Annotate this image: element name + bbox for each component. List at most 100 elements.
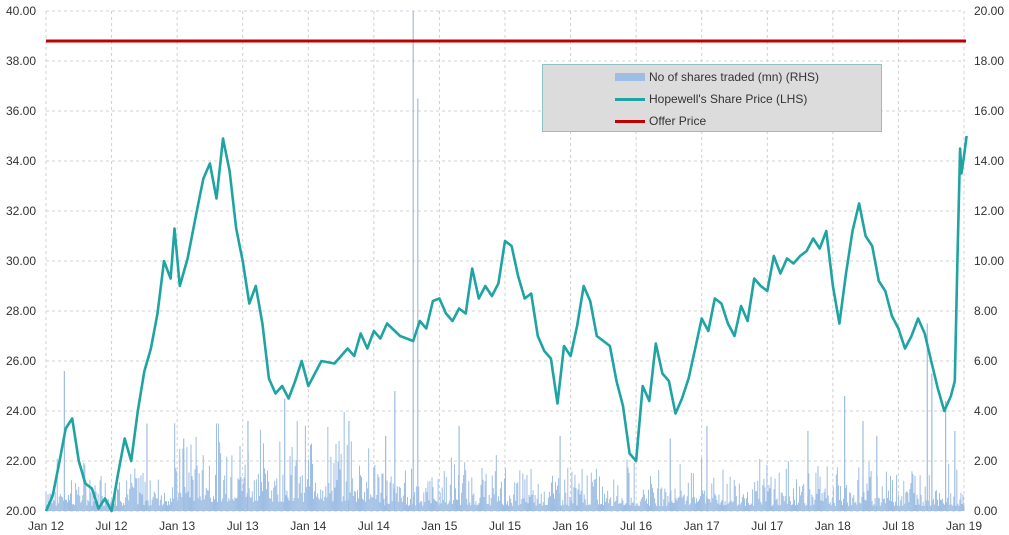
volume-bar	[259, 429, 261, 511]
volume-bar	[224, 475, 226, 511]
volume-bar	[55, 505, 57, 511]
volume-bar	[726, 483, 728, 511]
volume-spike	[284, 398, 286, 511]
left-tick-label: 20.00	[6, 504, 36, 518]
volume-bar	[207, 490, 209, 511]
volume-bar	[396, 486, 398, 511]
volume-bar	[364, 491, 366, 511]
volume-bar	[867, 490, 869, 511]
volume-bar	[539, 503, 541, 511]
volume-bar	[530, 468, 532, 511]
volume-bar	[599, 504, 601, 511]
volume-bar	[387, 503, 389, 511]
volume-bar	[614, 502, 616, 511]
volume-bar	[907, 492, 909, 511]
volume-bar	[463, 474, 465, 511]
volume-bar	[956, 469, 958, 511]
volume-bar	[401, 502, 403, 511]
volume-bar	[906, 491, 908, 511]
volume-bar	[731, 502, 733, 511]
volume-bar	[603, 504, 605, 511]
left-tick-label: 36.00	[6, 104, 36, 118]
volume-bar	[244, 464, 246, 511]
volume-bar	[685, 500, 687, 511]
volume-bar	[289, 456, 291, 511]
volume-bar	[202, 455, 204, 511]
volume-bar	[896, 474, 898, 511]
volume-bar	[441, 487, 443, 511]
volume-bar	[736, 505, 738, 511]
x-tick-label: Jan 18	[815, 519, 851, 533]
volume-bar	[951, 504, 953, 511]
volume-bar	[471, 477, 473, 511]
right-tick-label: 8.00	[974, 304, 998, 318]
volume-bar	[467, 504, 469, 511]
volume-bar	[435, 501, 437, 511]
volume-bar	[483, 496, 485, 511]
volume-bar	[100, 476, 102, 511]
legend: No of shares traded (mn) (RHS) Hopewell'…	[542, 64, 882, 132]
volume-bar	[350, 441, 352, 511]
volume-bar	[806, 504, 808, 511]
volume-bar	[271, 490, 273, 511]
volume-bar	[326, 497, 328, 511]
volume-bar	[197, 498, 199, 511]
volume-bar	[904, 503, 906, 511]
volume-bar	[619, 502, 621, 511]
volume-bar	[170, 498, 172, 511]
volume-bar	[318, 498, 320, 511]
volume-bar	[633, 462, 635, 511]
volume-bar	[829, 502, 831, 511]
share-price-path	[44, 135, 968, 513]
volume-bar	[696, 502, 698, 511]
volume-bar	[514, 482, 516, 511]
volume-bar	[400, 497, 402, 511]
volume-bar	[140, 475, 142, 511]
volume-bar	[439, 492, 441, 511]
volume-bar	[692, 473, 694, 511]
volume-bar	[375, 499, 377, 511]
volume-bar	[764, 487, 766, 511]
volume-bar	[425, 488, 427, 511]
volume-bar	[274, 480, 276, 511]
volume-bar	[582, 502, 584, 511]
volume-bar	[754, 482, 756, 511]
x-tick-label: Jul 18	[882, 519, 914, 533]
volume-bar	[86, 505, 88, 511]
left-tick-label: 28.00	[6, 304, 36, 318]
volume-bar	[915, 504, 917, 511]
volume-bar	[171, 501, 173, 511]
volume-bar	[850, 493, 852, 511]
volume-bar	[924, 486, 926, 511]
volume-bar	[710, 502, 712, 511]
volume-bar	[229, 500, 231, 511]
volume-bar	[588, 504, 590, 511]
volume-bar	[269, 498, 271, 511]
volume-bar	[936, 499, 938, 511]
volume-bar	[268, 481, 270, 511]
volume-bar	[73, 503, 75, 511]
volume-bar	[875, 505, 877, 511]
volume-bar	[631, 503, 633, 511]
volume-bar	[755, 491, 757, 511]
volume-spike	[417, 98, 419, 511]
volume-bar	[261, 491, 263, 511]
right-tick-label: 18.00	[974, 54, 1004, 68]
volume-bar	[75, 483, 77, 511]
volume-bar	[281, 501, 283, 511]
volume-bar	[391, 501, 393, 511]
volume-bar	[87, 499, 89, 511]
volume-bar	[315, 482, 317, 511]
volume-bar	[943, 503, 945, 511]
volume-bar	[753, 505, 755, 511]
volume-bar	[538, 503, 540, 511]
volume-bar	[113, 503, 115, 511]
volume-bar	[897, 505, 899, 511]
left-tick-label: 22.00	[6, 454, 36, 468]
volume-bar	[145, 500, 147, 511]
volume-bar	[130, 474, 132, 511]
volume-bar	[831, 497, 833, 511]
volume-bar	[673, 503, 675, 511]
volume-bar	[680, 490, 682, 511]
volume-bar	[331, 490, 333, 511]
